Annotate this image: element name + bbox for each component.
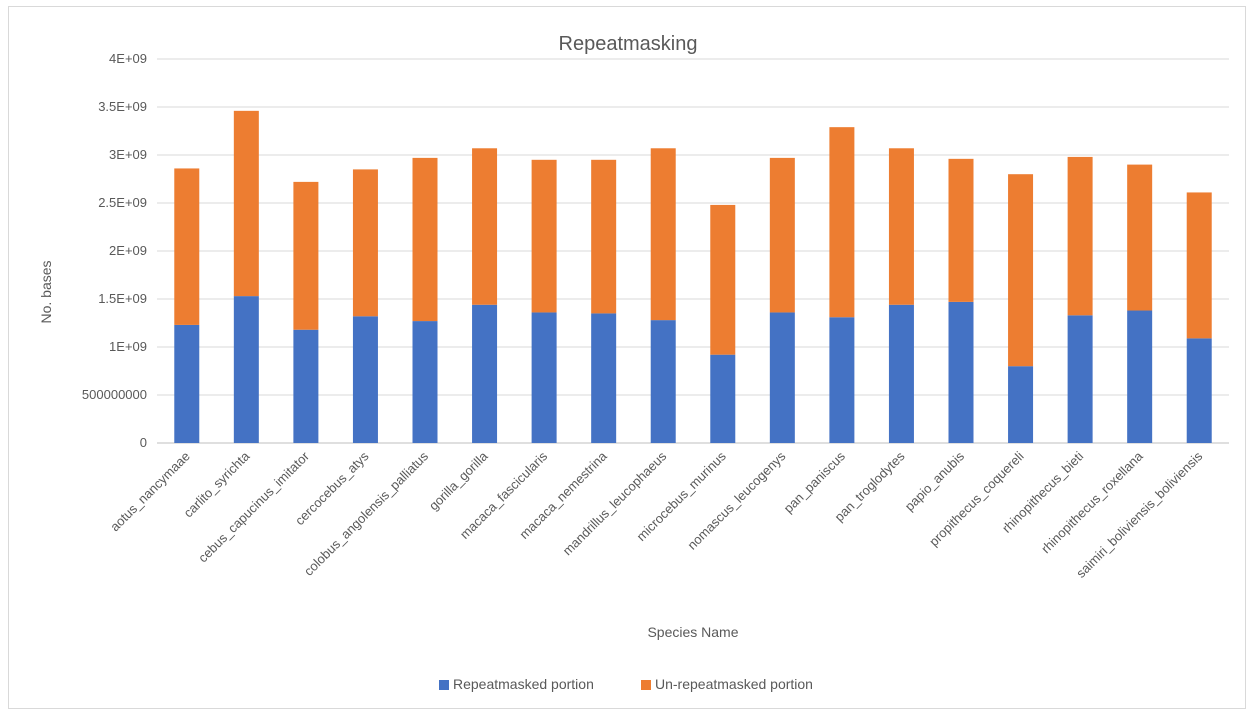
y-tick-label: 1E+09 [109,339,147,354]
y-tick-label: 500000000 [82,387,147,402]
bar-un-repeatmasked [769,157,795,313]
bars [174,110,1212,443]
bar-repeatmasked [1008,366,1034,443]
x-tick-label: rhinopithecus_roxellana [1038,448,1146,556]
legend-swatch-repeatmasked [439,680,449,690]
y-tick-label: 2E+09 [109,243,147,258]
bar-un-repeatmasked [650,148,676,321]
x-tick-label: colobus_angolensis_palliatus [301,448,432,579]
bar-repeatmasked [888,304,914,443]
bar-un-repeatmasked [1008,174,1034,367]
bar-repeatmasked [769,312,795,443]
x-tick-label: nomascus_leucogenys [684,448,788,552]
legend-swatch-un-repeatmasked [641,680,651,690]
bar-un-repeatmasked [174,168,200,325]
x-tick-label: mandrillus_leucophaeus [560,448,670,558]
stacked-bar-chart: Repeatmasking 0 500000000 1E+09 1.5E+09 2E+0… [38,33,1229,692]
x-tick-label: pan_paniscus [781,448,849,516]
bar-un-repeatmasked [233,110,259,297]
bar-repeatmasked [650,320,676,443]
bar-un-repeatmasked [1186,192,1212,339]
x-tick-label: aotus_nancymaae [107,449,193,535]
bar-repeatmasked [352,316,378,443]
legend: Repeatmasked portion Un-repeatmasked port… [439,676,813,692]
bar-un-repeatmasked [1067,156,1093,316]
bar-repeatmasked [233,296,259,443]
bar-repeatmasked [1067,315,1093,443]
bar-repeatmasked [710,354,736,443]
y-tick-label: 4E+09 [109,51,147,66]
chart-frame: Repeatmasking 0 500000000 1E+09 1.5E+09 2E+0… [8,6,1246,709]
legend-label-un-repeatmasked: Un-repeatmasked portion [655,676,813,692]
bar-repeatmasked [829,317,855,443]
x-tick-label: gorilla_gorilla [426,448,491,513]
bar-un-repeatmasked [710,204,736,355]
y-tick-label: 0 [140,435,147,450]
x-tick-label: saimiri_boliviensis_boliviensis [1073,448,1206,581]
bar-un-repeatmasked [888,148,914,305]
bar-repeatmasked [412,321,438,443]
legend-label-repeatmasked: Repeatmasked portion [453,676,594,692]
bar-un-repeatmasked [412,157,438,322]
gridlines [157,58,1229,444]
x-axis-title: Species Name [647,624,738,640]
bar-repeatmasked [1127,310,1153,443]
bar-repeatmasked [591,313,617,443]
bar-repeatmasked [531,312,557,443]
bar-repeatmasked [174,324,200,443]
bar-un-repeatmasked [948,158,974,302]
bar-un-repeatmasked [352,169,378,317]
bar-un-repeatmasked [472,148,498,305]
bar-repeatmasked [472,304,498,443]
bar-un-repeatmasked [531,159,557,313]
y-tick-label: 3E+09 [109,147,147,162]
y-tick-label: 1.5E+09 [98,291,147,306]
y-tick-label: 3.5E+09 [98,99,147,114]
bar-repeatmasked [948,301,974,443]
bar-un-repeatmasked [293,181,319,330]
bar-un-repeatmasked [829,127,855,318]
x-tick-label: cebus_capucinus_imitator [195,448,312,565]
bar-repeatmasked [293,329,319,443]
y-tick-label: 2.5E+09 [98,195,147,210]
x-axis-ticks: aotus_nancymaaecarlito_syrichtacebus_cap… [107,448,1206,581]
x-tick-label: papio_anubis [902,448,968,514]
y-axis-title: No. bases [38,260,54,323]
bar-repeatmasked [1186,338,1212,443]
chart-title: Repeatmasking [559,33,698,55]
bar-un-repeatmasked [1127,164,1153,311]
bar-un-repeatmasked [591,159,617,314]
y-axis-ticks: 0 500000000 1E+09 1.5E+09 2E+09 2.5E+09 3E+09 3… [82,51,147,450]
